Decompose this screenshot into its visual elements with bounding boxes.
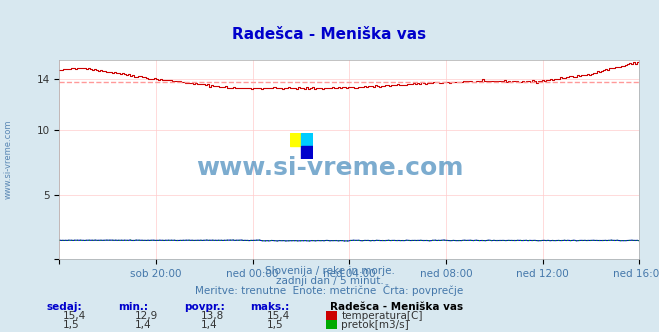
Text: 1,5: 1,5: [267, 320, 283, 330]
Text: temperatura[C]: temperatura[C]: [341, 311, 423, 321]
Text: Meritve: trenutne  Enote: metrične  Črta: povprečje: Meritve: trenutne Enote: metrične Črta: …: [195, 285, 464, 296]
Text: Radešca - Meniška vas: Radešca - Meniška vas: [233, 27, 426, 42]
Text: min.:: min.:: [119, 302, 149, 312]
Text: 15,4: 15,4: [63, 311, 86, 321]
Text: 13,8: 13,8: [201, 311, 224, 321]
Text: Radešca - Meniška vas: Radešca - Meniška vas: [330, 302, 463, 312]
Text: sedaj:: sedaj:: [46, 302, 82, 312]
Text: 12,9: 12,9: [135, 311, 158, 321]
Text: www.si-vreme.com: www.si-vreme.com: [196, 156, 463, 180]
Text: Slovenija / reke in morje.: Slovenija / reke in morje.: [264, 266, 395, 276]
Text: maks.:: maks.:: [250, 302, 290, 312]
Text: zadnji dan / 5 minut.: zadnji dan / 5 minut.: [275, 276, 384, 286]
Text: 1,4: 1,4: [201, 320, 217, 330]
Text: pretok[m3/s]: pretok[m3/s]: [341, 320, 409, 330]
Bar: [301, 146, 313, 159]
Text: 1,5: 1,5: [63, 320, 79, 330]
Bar: [290, 133, 301, 146]
Text: 15,4: 15,4: [267, 311, 290, 321]
Bar: [301, 133, 313, 146]
Text: 1,4: 1,4: [135, 320, 152, 330]
Text: povpr.:: povpr.:: [185, 302, 225, 312]
Text: www.si-vreme.com: www.si-vreme.com: [4, 120, 13, 199]
